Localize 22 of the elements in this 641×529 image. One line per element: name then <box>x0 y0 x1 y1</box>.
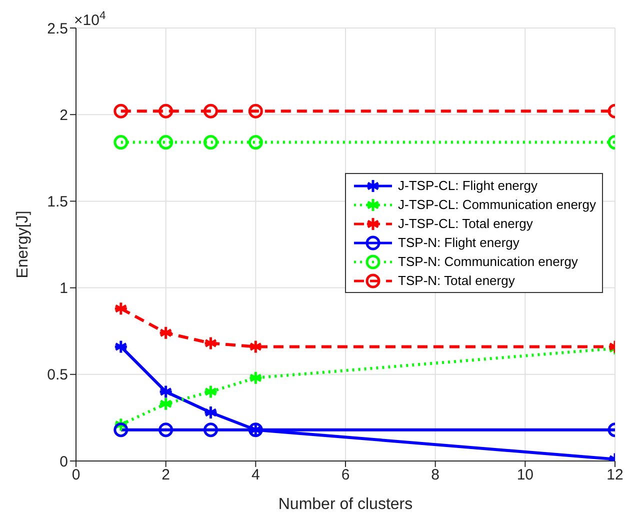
y-tick-label: 1 <box>60 280 68 298</box>
x-tick-label: 6 <box>341 466 350 484</box>
y-tick-label: 2.5 <box>47 20 68 38</box>
x-tick-label: 12 <box>606 466 624 484</box>
x-tick-label: 2 <box>162 466 170 484</box>
x-tick-label: 0 <box>72 466 80 484</box>
y-tick-label: 0.5 <box>47 366 68 384</box>
y-tick-label: 0 <box>60 453 68 470</box>
legend-label: J-TSP-CL: Total energy <box>398 216 533 231</box>
legend-label: TSP-N: Flight energy <box>398 235 520 250</box>
x-tick-label: 10 <box>516 466 534 484</box>
annotation: ×10$^{4}$ <box>74 10 106 29</box>
legend-label: TSP-N: Total energy <box>398 273 515 288</box>
y-tick-label: 1.5 <box>47 194 68 211</box>
legend-label: TSP-N: Communication energy <box>398 254 578 269</box>
legend-label: J-TSP-CL: Communication energy <box>398 197 596 212</box>
x-axis-title: Number of clusters <box>278 496 413 513</box>
y-axis-title: Energy[J] <box>14 210 32 278</box>
y-tick-label: 2 <box>60 106 68 124</box>
legend-label: J-TSP-CL: Flight energy <box>398 178 538 193</box>
x-tick-label: 8 <box>431 466 440 484</box>
x-tick-label: 4 <box>251 466 260 484</box>
